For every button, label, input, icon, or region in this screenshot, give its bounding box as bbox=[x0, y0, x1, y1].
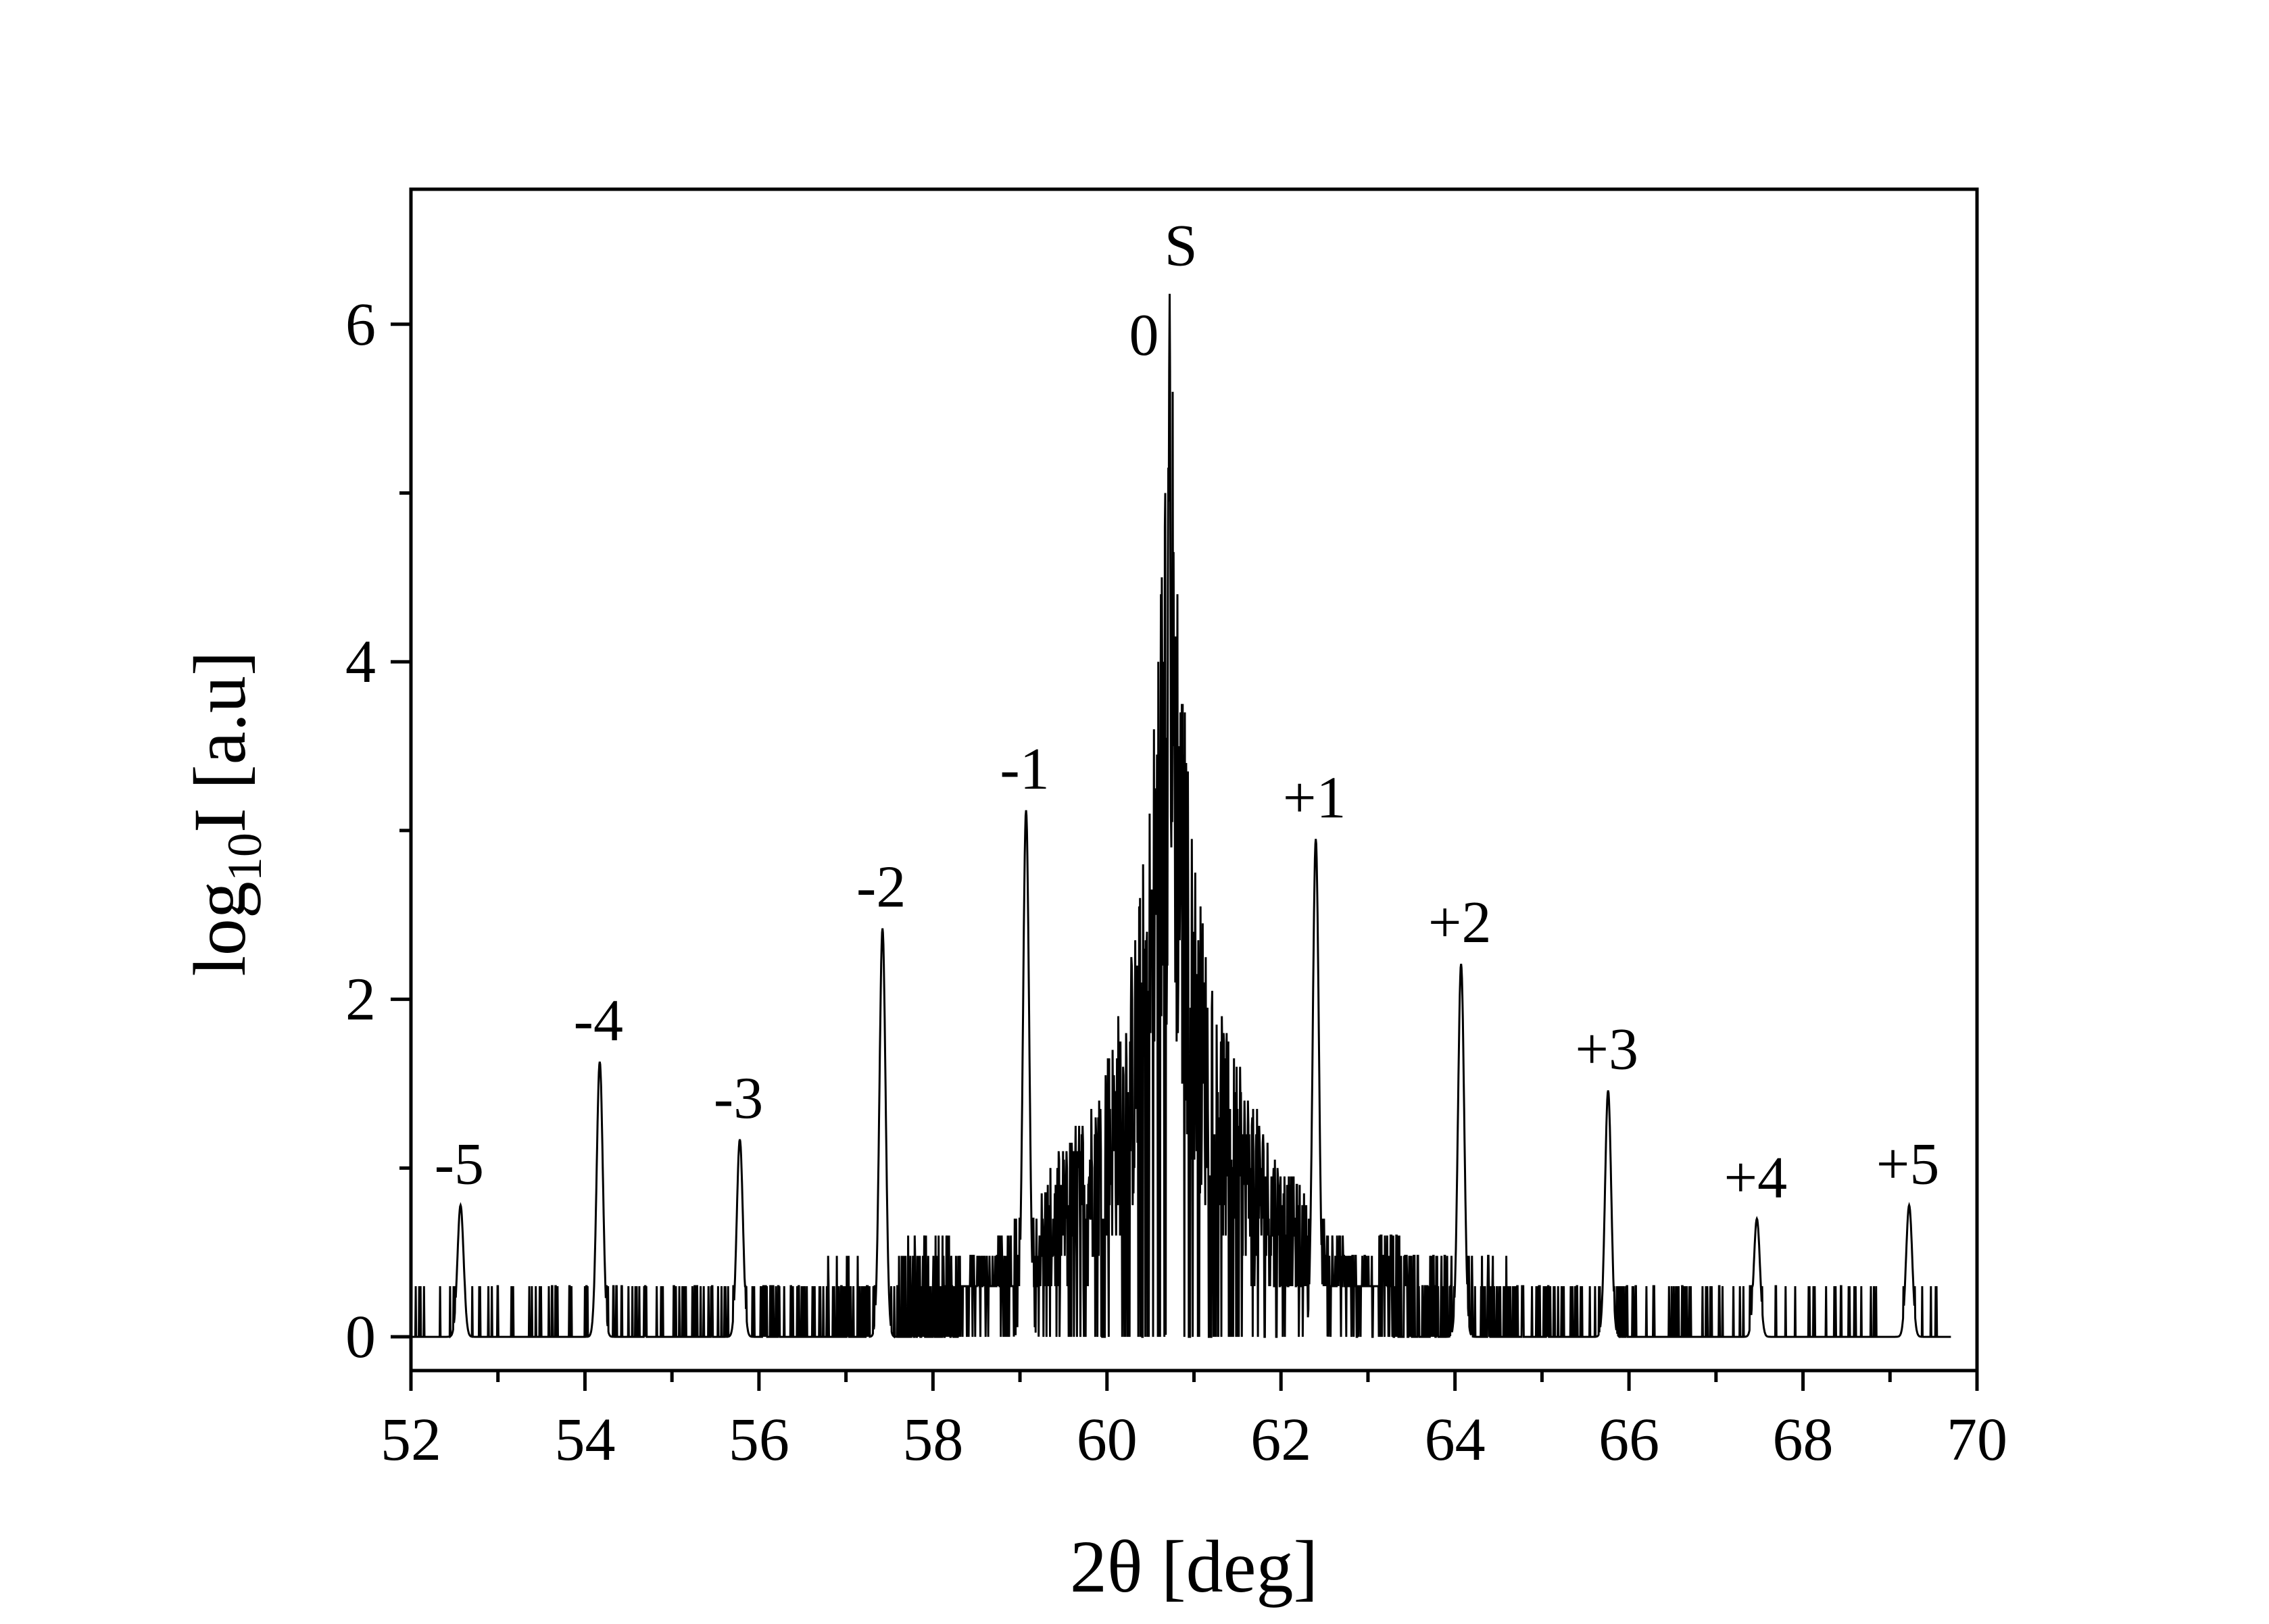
peak-label-layer: -5 -4 -3 -2 -1 0 +1 +2 +3 +4 +5 S bbox=[435, 213, 1940, 1210]
diffraction-series-line bbox=[411, 293, 1951, 1339]
y-axis-title-prefix: log bbox=[178, 881, 261, 977]
y-axis-title-subscript: 10 bbox=[218, 833, 272, 881]
x-tick-label: 56 bbox=[729, 1406, 789, 1473]
x-tick-label: 60 bbox=[1077, 1406, 1138, 1473]
y-tick-label: 2 bbox=[345, 966, 376, 1033]
peak-label: +5 bbox=[1876, 1131, 1940, 1197]
peak-label: -4 bbox=[574, 988, 623, 1054]
x-tick-label: 66 bbox=[1599, 1406, 1659, 1473]
tick-layer: 52 54 56 58 60 62 64 66 68 70 0 2 4 6 bbox=[345, 291, 2007, 1473]
y-tick-label: 6 bbox=[345, 291, 376, 358]
peak-label: +1 bbox=[1283, 765, 1346, 831]
y-axis-title-suffix: I [a.u] bbox=[178, 651, 261, 833]
peak-label: -2 bbox=[856, 855, 906, 920]
x-tick-label: 64 bbox=[1425, 1406, 1486, 1473]
x-tick-label: 62 bbox=[1250, 1406, 1311, 1473]
x-tick-label: 70 bbox=[1947, 1406, 2007, 1473]
y-tick-label: 0 bbox=[345, 1304, 376, 1371]
x-tick-label: 58 bbox=[902, 1406, 963, 1473]
peak-label: +4 bbox=[1724, 1145, 1788, 1210]
y-axis-title: log10I [a.u] bbox=[178, 651, 272, 976]
y-tick-label: 4 bbox=[345, 629, 376, 695]
peak-label: -1 bbox=[1000, 737, 1049, 802]
data-layer bbox=[411, 293, 1951, 1339]
peak-label: +2 bbox=[1428, 890, 1492, 956]
x-tick-label: 54 bbox=[554, 1406, 615, 1473]
peak-label: +3 bbox=[1575, 1016, 1638, 1082]
substrate-peak-annotation: S bbox=[1165, 213, 1198, 278]
x-tick-label: 68 bbox=[1773, 1406, 1834, 1473]
peak-label: -3 bbox=[714, 1066, 763, 1131]
peak-label: -5 bbox=[435, 1131, 484, 1197]
x-tick-label: 52 bbox=[381, 1406, 441, 1473]
x-axis-title: 2θ [deg] bbox=[1070, 1525, 1318, 1608]
peak-label: 0 bbox=[1129, 303, 1158, 368]
